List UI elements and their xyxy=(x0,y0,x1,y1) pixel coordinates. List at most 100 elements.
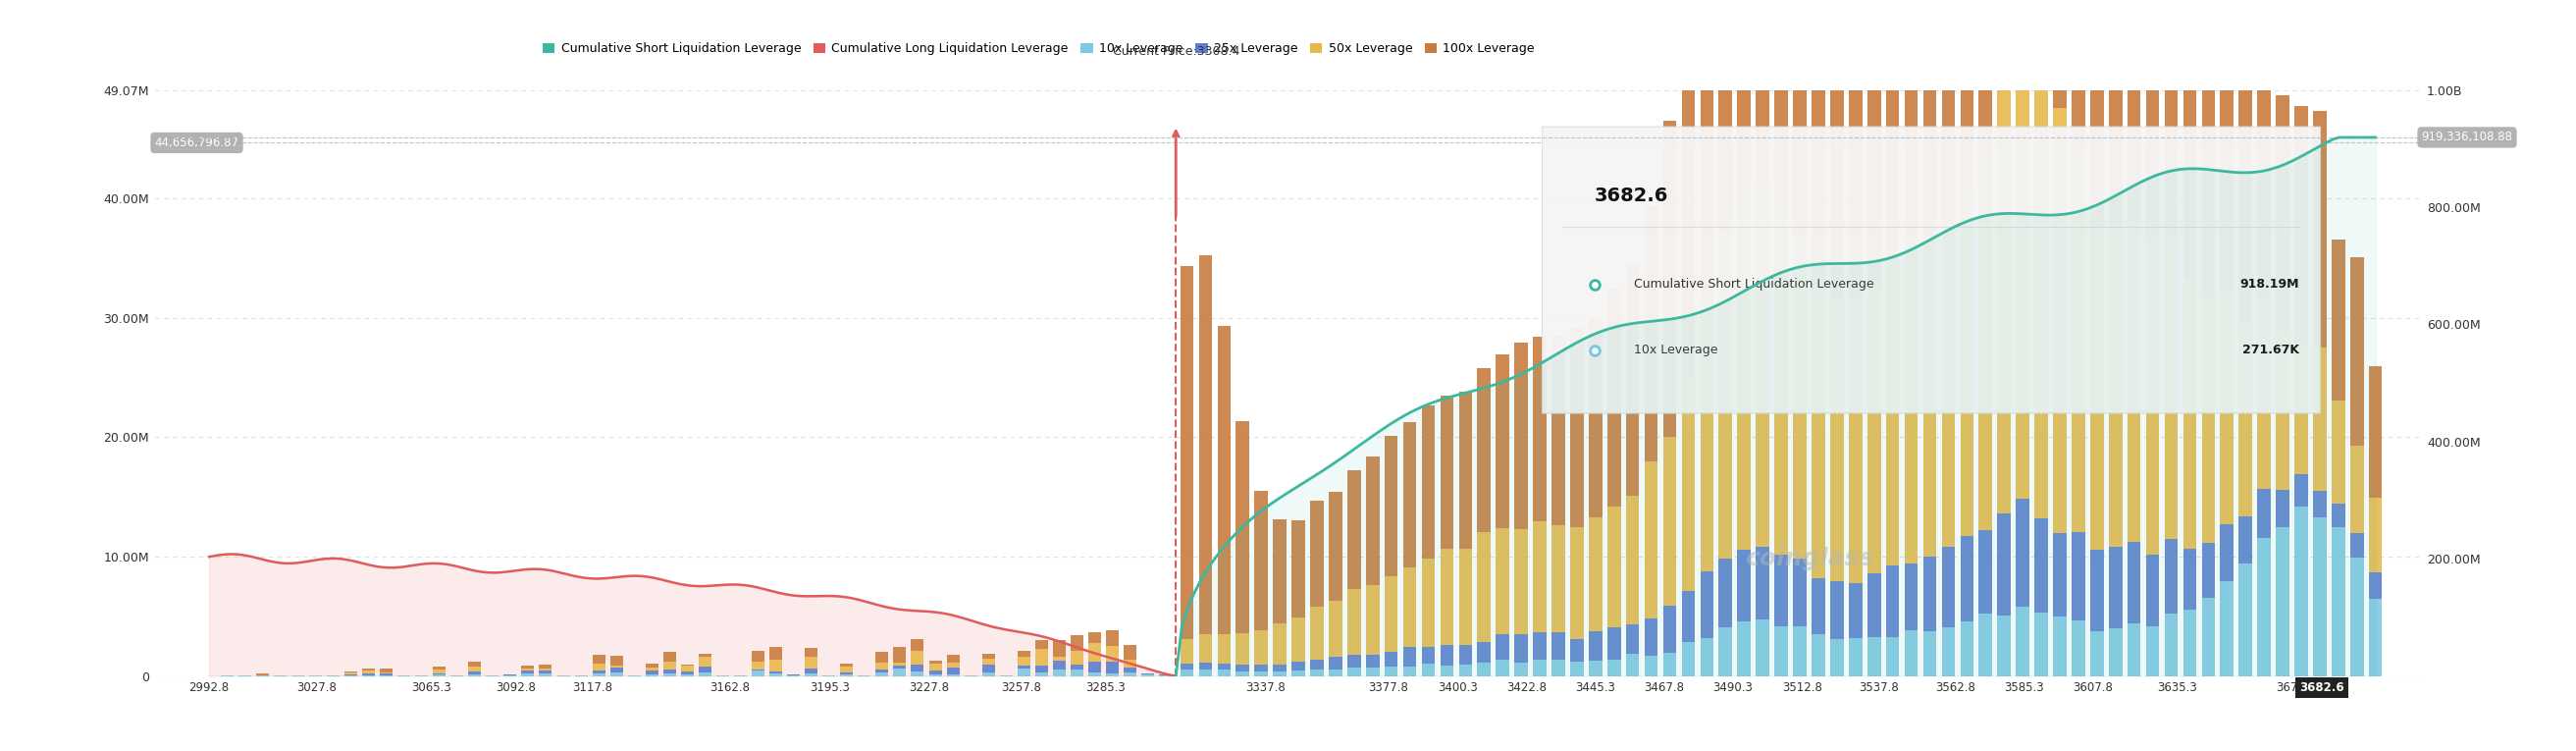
Bar xyxy=(1886,566,1899,638)
Bar xyxy=(1664,121,1677,437)
Bar xyxy=(1365,655,1378,668)
Bar xyxy=(1123,659,1136,668)
Bar xyxy=(2053,617,2066,676)
Bar xyxy=(1383,667,1399,676)
Bar xyxy=(2164,613,2177,676)
Bar xyxy=(1383,436,1399,576)
Bar xyxy=(1718,0,1731,231)
Bar xyxy=(1291,617,1306,662)
Bar xyxy=(2313,111,2326,347)
Bar xyxy=(1589,318,1602,517)
Bar xyxy=(2035,613,2048,676)
Bar xyxy=(1311,660,1324,669)
Bar xyxy=(1589,517,1602,631)
Bar xyxy=(379,674,392,675)
Bar xyxy=(2110,628,2123,676)
Text: 3682.6: 3682.6 xyxy=(1595,186,1669,205)
Bar xyxy=(1868,573,1880,637)
Bar xyxy=(2239,516,2251,563)
Bar xyxy=(804,657,817,668)
Bar xyxy=(804,668,817,674)
Bar xyxy=(2221,291,2233,524)
Bar xyxy=(1087,662,1100,673)
Bar xyxy=(469,674,482,676)
Bar xyxy=(2110,547,2123,628)
Bar xyxy=(1159,675,1172,676)
Bar xyxy=(2202,297,2215,544)
Bar xyxy=(2370,599,2383,676)
Bar xyxy=(1996,0,2012,69)
Bar xyxy=(2035,0,2048,65)
Bar xyxy=(2053,0,2066,108)
Bar xyxy=(680,666,693,671)
Bar xyxy=(538,665,551,668)
Bar xyxy=(1440,396,1453,548)
Bar xyxy=(1736,194,1752,550)
Bar xyxy=(930,664,943,671)
Bar xyxy=(945,674,958,676)
Bar xyxy=(662,673,675,676)
Bar xyxy=(1087,644,1100,662)
Bar xyxy=(1087,632,1100,644)
Bar xyxy=(363,675,376,676)
Bar xyxy=(2277,95,2290,330)
Bar xyxy=(1924,236,1937,556)
Legend: Cumulative Short Liquidation Leverage, Cumulative Long Liquidation Leverage, 10x: Cumulative Short Liquidation Leverage, C… xyxy=(538,38,1540,60)
Bar xyxy=(1072,651,1084,665)
Bar xyxy=(1775,554,1788,626)
Bar xyxy=(981,659,994,665)
Bar xyxy=(647,671,659,674)
Bar xyxy=(1829,0,1844,299)
Bar xyxy=(611,656,623,665)
Bar xyxy=(1996,69,2012,513)
Bar xyxy=(1960,0,1973,191)
Text: 10x Leverage: 10x Leverage xyxy=(1633,344,1718,357)
Bar xyxy=(894,665,907,668)
Text: 44,656,796.87: 44,656,796.87 xyxy=(155,137,240,149)
Bar xyxy=(345,671,358,673)
Bar xyxy=(1236,671,1249,676)
Bar xyxy=(1365,457,1378,586)
Bar xyxy=(1904,630,1919,676)
Bar xyxy=(1850,638,1862,676)
Bar xyxy=(1479,368,1492,532)
Bar xyxy=(592,664,605,671)
Bar xyxy=(1404,647,1417,666)
Bar xyxy=(1978,0,1991,149)
Bar xyxy=(2110,0,2123,225)
Bar xyxy=(698,672,711,676)
Bar xyxy=(1829,299,1844,581)
Bar xyxy=(2182,549,2197,610)
Bar xyxy=(1036,666,1048,672)
Bar xyxy=(1757,185,1770,547)
Bar xyxy=(592,674,605,676)
Bar xyxy=(1054,661,1066,670)
Bar xyxy=(2089,631,2105,676)
Bar xyxy=(433,673,446,674)
Bar xyxy=(1625,264,1638,496)
Bar xyxy=(538,671,551,673)
Bar xyxy=(804,648,817,657)
Bar xyxy=(1036,640,1048,649)
Bar xyxy=(2017,33,2030,499)
Bar xyxy=(2331,503,2344,527)
Bar xyxy=(770,660,783,671)
Bar xyxy=(1198,670,1213,676)
Bar xyxy=(1607,289,1620,507)
Text: 271.67K: 271.67K xyxy=(2241,344,2298,357)
Bar xyxy=(2071,148,2084,532)
Bar xyxy=(611,667,623,672)
Text: coinglass: coinglass xyxy=(1744,547,1873,571)
Bar xyxy=(2071,0,2084,148)
Bar xyxy=(1775,0,1788,206)
Bar xyxy=(1218,670,1231,676)
Bar xyxy=(2146,626,2159,676)
Bar xyxy=(1868,637,1880,676)
Bar xyxy=(1793,0,1806,234)
Bar xyxy=(1904,563,1919,630)
Bar xyxy=(1347,470,1360,589)
Bar xyxy=(433,670,446,673)
Bar xyxy=(1811,0,1824,289)
Bar xyxy=(1736,0,1752,194)
Bar xyxy=(770,647,783,660)
